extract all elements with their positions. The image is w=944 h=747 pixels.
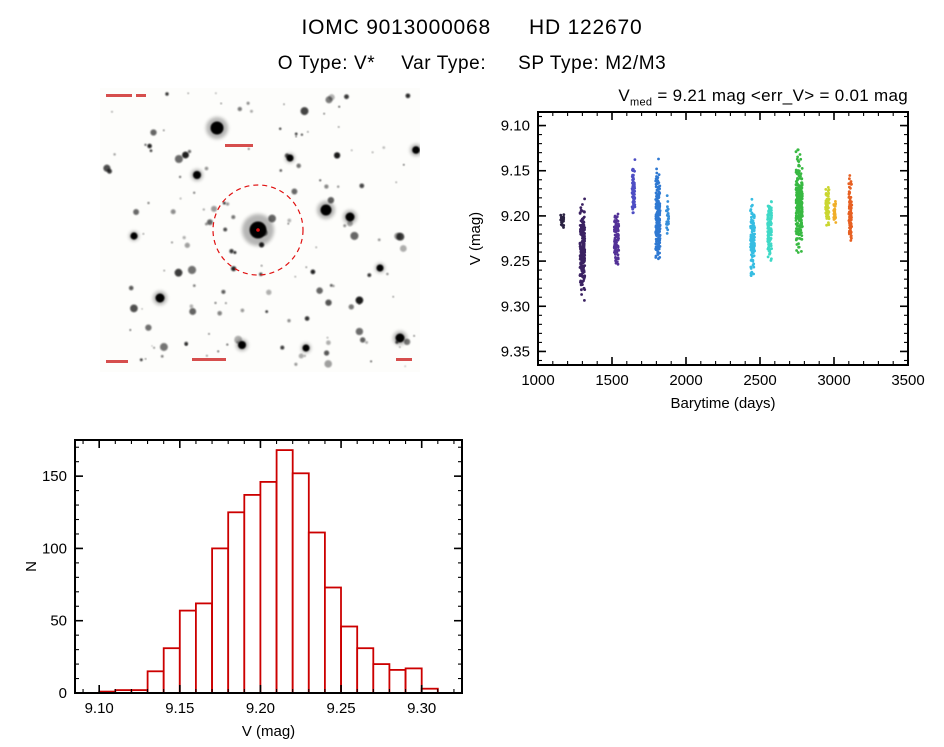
tick-labels: 9.10 9.15 9.20 9.25 9.30 0 50 100 150 [42,468,436,717]
lightcurve-plot: 1000 1500 2000 2500 3000 3500 9.10 9.15 9.20 9.25… [467,111,925,412]
svg-text:50: 50 [50,613,67,630]
epoch-cluster-0 [559,213,566,229]
axis-ticks [75,440,462,694]
title-iomc-id: IOMC 9013000068 [301,16,491,39]
lightcurve-stats-title: Vmed = 9.21 mag <err_V> = 0.01 mag [618,86,908,108]
axis-ticks [537,112,909,365]
epoch-cluster-5 [665,194,670,235]
epoch-cluster-6 [749,197,756,277]
svg-text:9.15: 9.15 [501,163,530,180]
lightcurve-points [559,148,854,302]
star-field-image [100,88,420,372]
lc-yaxis-label: V (mag) [467,212,484,265]
vartype-label: Var Type: [401,53,487,74]
svg-text:1000: 1000 [521,372,554,389]
finder-annotations [106,94,412,363]
tick-labels: 1000 1500 2000 2500 3000 3500 9.10 9.15 9.20 9.25… [501,118,925,389]
svg-text:3000: 3000 [817,372,850,389]
svg-text:0: 0 [59,685,67,702]
finder-chart [100,88,420,372]
epoch-cluster-3 [630,158,637,215]
svg-text:9.35: 9.35 [501,343,530,360]
svg-text:2500: 2500 [743,372,776,389]
svg-text:2000: 2000 [669,372,702,389]
svg-text:9.20: 9.20 [501,208,530,225]
epoch-cluster-2 [612,212,621,266]
title-hd-id: HD 122670 [529,16,643,39]
lc-xaxis-label: Barytime (days) [670,395,775,412]
hist-xaxis-label: V (mag) [242,723,295,740]
vmed-subscript: med [630,96,653,109]
svg-text:9.20: 9.20 [246,700,275,717]
svg-text:9.10: 9.10 [85,700,114,717]
epoch-cluster-1 [578,197,587,302]
page-title: IOMC 9013000068 HD 122670 [0,16,944,40]
svg-text:9.30: 9.30 [407,700,436,717]
vmed-stats-text: = 9.21 mag <err_V> = 0.01 mag [652,86,908,105]
sptype-pair: SP Type: M2/M3 [518,53,666,75]
epoch-cluster-4 [654,157,662,261]
svg-text:9.25: 9.25 [501,253,530,270]
epoch-cluster-10 [832,200,838,224]
sptype-value: M2/M3 [605,53,667,74]
aperture-circle [212,184,304,276]
target-marker [256,228,260,232]
otype-pair: O Type: V* [278,53,376,75]
vartype-pair: Var Type: [401,53,492,75]
otype-value: V* [353,53,376,74]
svg-text:150: 150 [42,468,67,485]
svg-text:9.25: 9.25 [326,700,355,717]
svg-text:9.10: 9.10 [501,118,530,135]
svg-text:3500: 3500 [891,372,924,389]
vmed-symbol: V [618,86,631,105]
epoch-cluster-8 [794,148,804,254]
epoch-cluster-7 [766,200,773,262]
svg-text:100: 100 [42,540,67,557]
otype-label: O Type: [277,53,349,74]
svg-text:9.30: 9.30 [501,298,530,315]
svg-text:9.15: 9.15 [165,700,194,717]
svg-text:1500: 1500 [595,372,628,389]
epoch-cluster-9 [824,186,831,227]
epoch-cluster-11 [847,174,854,242]
page-subtitle: O Type: V* Var Type: SP Type: M2/M3 [0,53,944,75]
magnitude-histogram-plot: 9.10 9.15 9.20 9.25 9.30 0 50 100 150 V (mag) N [23,439,463,740]
sptype-label: SP Type: [518,53,600,74]
axes-frame [537,111,909,366]
histogram-bars [98,449,439,694]
hist-yaxis-label: N [23,561,40,572]
axes-frame [74,439,463,694]
